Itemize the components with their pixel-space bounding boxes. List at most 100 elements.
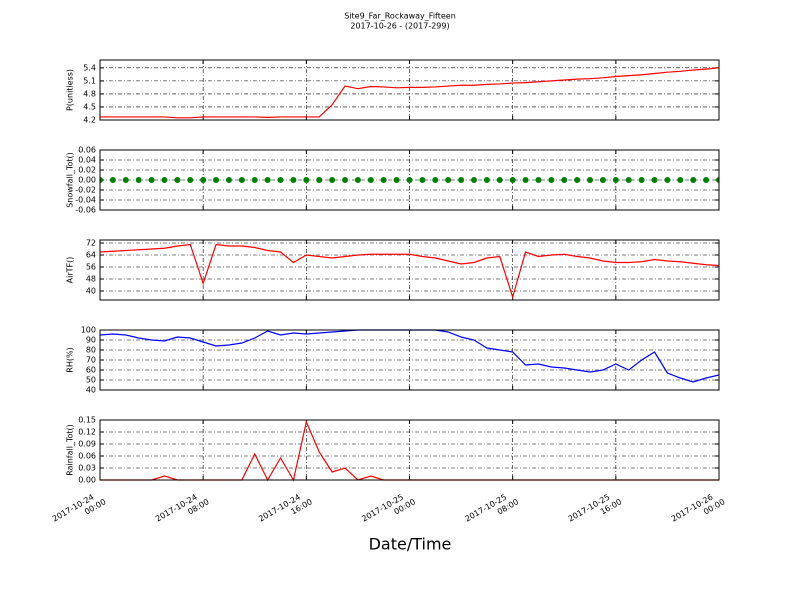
data-point xyxy=(677,177,684,183)
data-point xyxy=(458,177,465,183)
data-point xyxy=(470,177,477,183)
x-tick-label: 2017-10-2508:00 xyxy=(463,488,520,532)
y-tick-label: 40 xyxy=(86,386,96,395)
y-axis-label: RH(%) xyxy=(66,347,75,372)
y-tick-label: 0.02 xyxy=(78,166,96,175)
y-axis-label: P(unitless) xyxy=(66,69,75,111)
y-tick-label: 0.15 xyxy=(78,416,96,425)
data-point xyxy=(200,177,207,183)
data-point xyxy=(419,177,426,183)
data-point xyxy=(174,177,181,183)
data-point xyxy=(561,177,568,183)
data-point xyxy=(122,177,129,183)
y-tick-label: 48 xyxy=(86,275,96,284)
y-tick-label: -0.06 xyxy=(75,206,96,215)
data-point xyxy=(638,177,645,183)
chart-title: Site9_Far_Rockaway_Fifteen xyxy=(344,12,456,21)
data-point xyxy=(277,177,284,183)
axes-frame xyxy=(99,239,720,301)
axes-frame xyxy=(99,59,720,121)
data-point xyxy=(187,177,194,183)
data-point xyxy=(100,177,103,183)
y-tick-label: 0.00 xyxy=(78,476,96,485)
data-point xyxy=(548,177,555,183)
y-tick-label: 0.03 xyxy=(78,464,96,473)
y-tick-label: 0.04 xyxy=(78,156,96,165)
data-point xyxy=(393,177,400,183)
data-point xyxy=(251,177,258,183)
data-point xyxy=(135,177,142,183)
x-tick-label: 2017-10-2516:00 xyxy=(566,488,623,532)
y-tick-label: -0.04 xyxy=(75,196,96,205)
data-point xyxy=(161,177,168,183)
y-axis-label: Rainfall_Tot() xyxy=(66,424,75,476)
data-line xyxy=(100,329,719,383)
y-tick-label: 0.00 xyxy=(78,176,96,185)
data-point xyxy=(290,177,297,183)
data-point xyxy=(432,177,439,183)
data-point xyxy=(109,177,116,183)
data-point xyxy=(664,177,671,183)
data-point xyxy=(225,177,232,183)
data-point xyxy=(148,177,155,183)
plot-area xyxy=(100,67,719,119)
axes-frame xyxy=(99,149,720,211)
data-point xyxy=(406,177,413,183)
y-axis-label: Snowfall_Tot() xyxy=(66,152,75,208)
data-point xyxy=(599,177,606,183)
data-point xyxy=(509,177,516,183)
y-tick-label: 4.8 xyxy=(83,89,96,98)
data-point xyxy=(483,177,490,183)
y-tick-label: 5.4 xyxy=(83,63,96,72)
x-tick-label: 2017-10-2400:00 xyxy=(51,488,108,532)
data-point xyxy=(316,177,323,183)
data-line xyxy=(100,67,719,119)
data-point xyxy=(690,177,697,183)
y-tick-label: 0.09 xyxy=(78,440,96,449)
y-tick-label: 5.1 xyxy=(83,76,96,85)
y-tick-label: 100 xyxy=(81,326,96,335)
data-point xyxy=(612,177,619,183)
data-point xyxy=(367,177,374,183)
y-tick-label: 64 xyxy=(86,251,96,260)
data-point xyxy=(445,177,452,183)
y-tick-label: -0.02 xyxy=(75,186,96,195)
plot-area xyxy=(100,177,719,183)
data-point xyxy=(380,177,387,183)
data-point xyxy=(703,177,710,183)
y-tick-label: 0.06 xyxy=(78,146,96,155)
data-point xyxy=(238,177,245,183)
data-line xyxy=(100,243,719,300)
plot-area xyxy=(100,243,719,300)
y-tick-label: 50 xyxy=(86,376,96,385)
y-tick-label: 40 xyxy=(86,287,96,296)
data-point xyxy=(329,177,336,183)
y-tick-label: 70 xyxy=(86,356,96,365)
plot-area xyxy=(100,329,719,383)
data-point xyxy=(716,177,719,183)
data-point xyxy=(342,177,349,183)
y-tick-label: 4.5 xyxy=(83,102,96,111)
y-tick-label: 90 xyxy=(86,336,96,345)
chart-subtitle: 2017-10-26 - (2017-299) xyxy=(350,22,449,31)
y-tick-label: 0.06 xyxy=(78,452,96,461)
y-tick-label: 72 xyxy=(86,239,96,248)
data-point xyxy=(625,177,632,183)
data-point xyxy=(264,177,271,183)
x-tick-label: 2017-10-2408:00 xyxy=(154,488,211,532)
data-point xyxy=(522,177,529,183)
axes-frame xyxy=(99,329,720,391)
x-tick-label: 2017-10-2600:00 xyxy=(670,488,727,532)
x-tick-label: 2017-10-2416:00 xyxy=(257,488,314,532)
y-tick-label: 56 xyxy=(86,263,96,272)
y-tick-label: 80 xyxy=(86,346,96,355)
data-point xyxy=(496,177,503,183)
axes-frame xyxy=(99,419,720,481)
data-point xyxy=(213,177,220,183)
y-tick-label: 60 xyxy=(86,366,96,375)
data-point xyxy=(535,177,542,183)
data-point xyxy=(354,177,361,183)
y-tick-label: 0.12 xyxy=(78,428,96,437)
data-point xyxy=(651,177,658,183)
